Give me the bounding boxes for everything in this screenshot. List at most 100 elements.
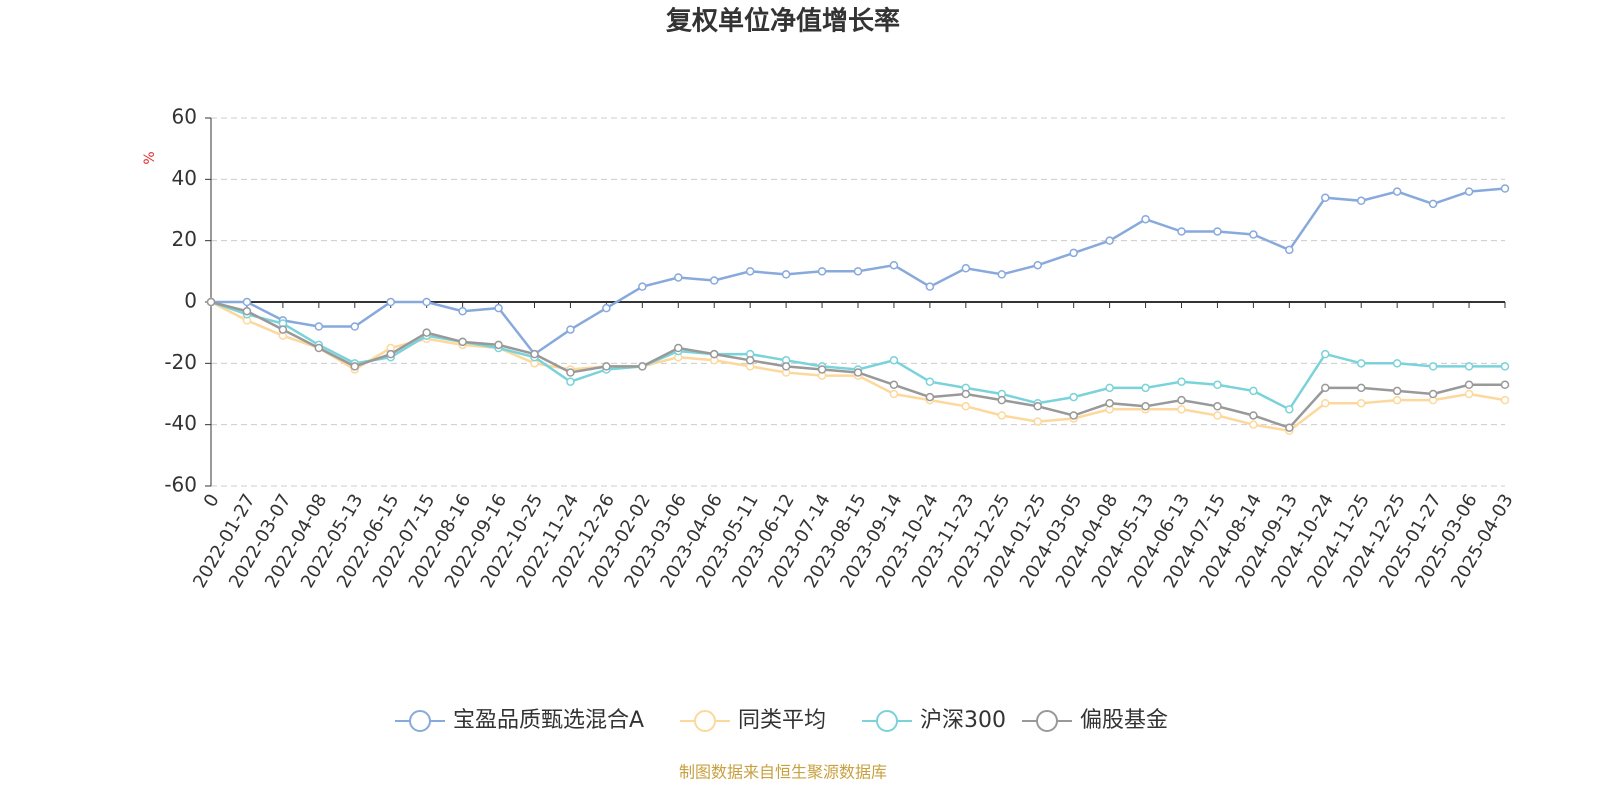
series-marker (386, 297, 395, 307)
series-marker (674, 343, 683, 353)
series-marker (1213, 411, 1222, 420)
series-marker (566, 377, 575, 386)
series-line (210, 300, 1505, 430)
series-marker (422, 328, 431, 337)
series-marker (853, 267, 863, 276)
series-marker (1500, 395, 1510, 405)
y-tick-label: -40 (164, 411, 197, 435)
y-tick-label: -20 (164, 350, 197, 374)
series-marker (1321, 398, 1330, 408)
series-marker (1033, 402, 1042, 411)
series-marker (925, 377, 935, 386)
series-marker (1464, 362, 1474, 371)
series-marker (853, 368, 863, 377)
y-axis-label: % (142, 151, 158, 164)
series-marker (350, 362, 360, 371)
series-marker (817, 365, 827, 374)
series-marker (242, 297, 252, 307)
series-marker (997, 270, 1007, 279)
series-marker (1213, 227, 1222, 236)
series-marker (1500, 362, 1510, 371)
series-marker (602, 303, 611, 313)
series-marker (1428, 362, 1438, 371)
series-marker (566, 325, 575, 334)
series-marker (1321, 383, 1330, 393)
series-marker (1177, 377, 1186, 386)
series-marker (817, 267, 827, 276)
series-marker (242, 306, 252, 316)
series-marker (494, 303, 503, 313)
series-marker (1392, 395, 1402, 405)
series-marker (1285, 423, 1294, 432)
legend-label: 沪深300 (920, 708, 1006, 733)
series-marker (1321, 193, 1330, 202)
legend-icon (694, 710, 716, 732)
series-marker (1141, 402, 1150, 411)
series-marker (781, 270, 791, 279)
series-marker (1177, 395, 1186, 405)
series-marker (494, 340, 503, 350)
series-marker (422, 297, 431, 307)
series-marker (1392, 386, 1402, 396)
series-marker (997, 395, 1007, 405)
series-marker (1356, 383, 1366, 393)
series-marker (638, 362, 647, 371)
series-marker (1356, 196, 1366, 206)
series-marker (745, 267, 755, 276)
series-marker (674, 273, 683, 282)
series-marker (1392, 359, 1402, 368)
series-marker (1428, 199, 1438, 209)
series-marker (1392, 187, 1402, 196)
series-marker (314, 322, 324, 331)
series-marker (925, 392, 935, 402)
series-marker (1356, 398, 1366, 408)
series-marker (889, 356, 899, 365)
series-marker (1141, 214, 1150, 224)
series-marker (350, 322, 360, 331)
series-marker (1213, 380, 1222, 390)
series-marker (1177, 405, 1186, 414)
series-marker (1033, 417, 1042, 426)
series-marker (1321, 349, 1330, 359)
series-marker (1105, 398, 1114, 408)
series-line (210, 300, 1505, 411)
series-marker (889, 389, 899, 399)
series-marker (997, 411, 1007, 420)
series-marker (278, 325, 288, 334)
series-marker (1213, 402, 1222, 411)
series-marker (1105, 383, 1114, 393)
series-marker (961, 402, 971, 411)
series-marker (709, 276, 719, 285)
series-marker (1069, 411, 1078, 420)
series-marker (1464, 389, 1474, 399)
y-tick-label: 40 (172, 166, 197, 190)
series-marker (1500, 380, 1510, 390)
series-marker (1428, 389, 1438, 399)
series-marker (709, 349, 719, 359)
series-marker (1249, 230, 1258, 239)
series-marker (1285, 405, 1294, 414)
series-marker (1356, 359, 1366, 368)
series-marker (1069, 248, 1078, 258)
series-marker (1464, 187, 1474, 196)
legend-icon (409, 710, 431, 732)
chart-title: 复权单位净值增长率 (666, 6, 900, 37)
series-marker (745, 356, 755, 365)
series-marker (1069, 392, 1078, 402)
series-marker (458, 306, 467, 316)
series-marker (458, 337, 467, 347)
legend-label: 宝盈品质甄选混合A (453, 708, 644, 733)
series-marker (314, 343, 324, 353)
series-marker (1249, 420, 1258, 429)
source-note: 制图数据来自恒生聚源数据库 (679, 763, 887, 782)
y-tick-label: -60 (164, 473, 197, 497)
series-marker (638, 282, 647, 291)
series-marker (889, 380, 899, 390)
series-marker (1249, 386, 1258, 396)
series-marker (1033, 260, 1042, 270)
series-marker (1141, 383, 1150, 393)
series-marker (602, 362, 611, 371)
legend-icon (1036, 710, 1058, 732)
legend-icon (876, 710, 898, 732)
